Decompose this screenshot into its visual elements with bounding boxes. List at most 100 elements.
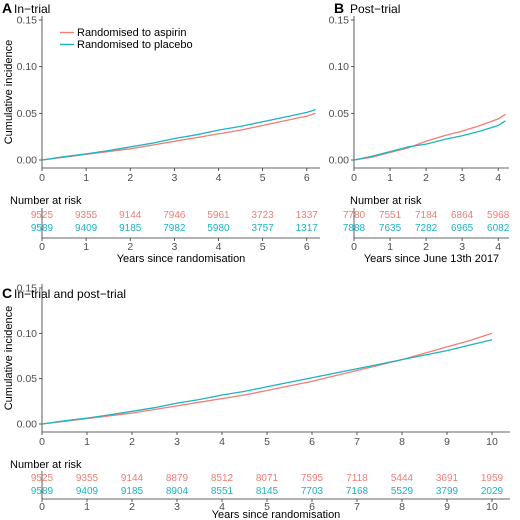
risk-x-tick-label: 2 [423, 241, 429, 253]
panel-a: A In−trial 0.00 0.05 0.10 0.15 0 1 2 3 4 5 6 Cumulati… [2, 0, 320, 265]
y-tick-label: 0.10 [17, 328, 38, 340]
risk-count-placebo: 1317 [296, 223, 319, 234]
risk-count-placebo: 7888 [343, 223, 366, 234]
x-axis-title: Years since randomisation [117, 253, 246, 265]
risk-count-aspirin: 7118 [346, 473, 368, 484]
panel-letter: A [2, 0, 12, 16]
series-line-aspirin [41, 332, 493, 425]
risk-x-tick-label: 6 [309, 501, 315, 513]
risk-x-tick-label: 0 [351, 241, 357, 253]
y-tick-label: 0.00 [17, 419, 38, 431]
risk-table-title: Number at risk [350, 195, 422, 207]
risk-count-placebo: 9589 [31, 223, 54, 234]
risk-x-tick-label: 5 [264, 501, 270, 513]
risk-x-tick-label: 4 [495, 241, 501, 253]
x-tick-label: 3 [171, 172, 177, 184]
risk-count-placebo: 7982 [163, 223, 186, 234]
risk-count-aspirin: 5444 [391, 473, 414, 484]
y-tick-label: 0.10 [17, 61, 38, 73]
x-tick-label: 1 [84, 436, 90, 448]
x-tick-label: 2 [129, 436, 135, 448]
series-line-placebo [41, 108, 316, 161]
x-tick-label: 4 [216, 172, 222, 184]
x-tick-label: 4 [219, 436, 225, 448]
risk-x-tick-label: 8 [399, 501, 405, 513]
risk-count-aspirin: 9355 [75, 210, 98, 221]
risk-count-aspirin: 9144 [121, 473, 144, 484]
risk-count-placebo: 2029 [481, 486, 504, 497]
y-axis-title: Cumulative incidence [3, 306, 15, 411]
risk-count-aspirin: 9525 [31, 473, 54, 484]
risk-count-placebo: 8145 [256, 486, 279, 497]
risk-count-placebo: 7635 [379, 223, 402, 234]
x-tick-label: 9 [444, 436, 450, 448]
panel-c: C In−trial and post−trial0.000.050.100.15… [2, 283, 510, 520]
risk-x-tick-label: 0 [39, 501, 45, 513]
series-line-aspirin [41, 112, 316, 161]
series-line-placebo [353, 120, 506, 161]
risk-count-aspirin: 9355 [76, 473, 99, 484]
panel-title: Post−trial [350, 2, 400, 16]
x-tick-label: 4 [495, 172, 501, 184]
series-line-aspirin [353, 113, 506, 161]
risk-count-placebo: 7282 [415, 223, 438, 234]
risk-count-aspirin: 8071 [256, 473, 279, 484]
risk-x-tick-label: 7 [354, 501, 360, 513]
x-axis-title: Years since June 13th 2017 [364, 253, 499, 265]
risk-count-aspirin: 7946 [163, 210, 186, 221]
x-axis-title: Years since randomisation [212, 509, 341, 520]
y-tick-label: 0.10 [329, 61, 350, 73]
risk-count-placebo: 6965 [451, 223, 474, 234]
panel-title: In−trial [14, 2, 50, 16]
legend-label-aspirin: Randomised to aspirin [77, 27, 186, 39]
x-tick-label: 8 [399, 436, 405, 448]
risk-x-tick-label: 3 [171, 241, 177, 253]
risk-count-placebo: 6082 [487, 223, 510, 234]
y-tick-label: 0.00 [17, 155, 38, 167]
risk-x-tick-label: 1 [83, 241, 89, 253]
risk-x-tick-label: 1 [387, 241, 393, 253]
risk-count-aspirin: 8512 [211, 473, 234, 484]
legend-label-placebo: Randomised to placebo [77, 39, 193, 51]
x-tick-label: 3 [459, 172, 465, 184]
risk-x-tick-label: 4 [216, 241, 222, 253]
risk-count-placebo: 8904 [166, 486, 189, 497]
risk-table: Number at risk 9525 9589 0 9355 9409 1 9144 9185… [10, 195, 320, 253]
risk-x-tick-label: 2 [127, 241, 133, 253]
risk-count-placebo: 9185 [121, 486, 144, 497]
x-tick-label: 5 [264, 436, 270, 448]
x-tick-label: 0 [351, 172, 357, 184]
risk-count-aspirin: 9144 [119, 210, 142, 221]
risk-count-placebo: 7168 [346, 486, 369, 497]
risk-table: Number at risk 9525 9589 0 9355 9409 1 9144 9185… [10, 459, 510, 513]
risk-x-tick-label: 3 [174, 501, 180, 513]
risk-count-placebo: 7703 [301, 486, 324, 497]
x-tick-label: 2 [423, 172, 429, 184]
x-tick-label: 0 [39, 172, 45, 184]
risk-count-aspirin: 7551 [379, 210, 402, 221]
x-tick-label: 3 [174, 436, 180, 448]
risk-count-placebo: 9409 [75, 223, 98, 234]
x-tick-label: 0 [39, 436, 45, 448]
panel-letter: C [2, 285, 12, 301]
y-tick-label: 0.05 [329, 108, 350, 120]
y-axis-title: Cumulative incidence [3, 40, 15, 145]
risk-x-tick-label: 5 [260, 241, 266, 253]
risk-x-tick-label: 3 [459, 241, 465, 253]
risk-count-aspirin: 7780 [343, 210, 366, 221]
risk-count-placebo: 3757 [252, 223, 275, 234]
x-tick-label: 10 [486, 436, 498, 448]
panel-letter: B [334, 0, 344, 16]
y-tick-label: 0.05 [17, 108, 38, 120]
risk-count-placebo: 5980 [207, 223, 230, 234]
risk-count-placebo: 8551 [211, 486, 234, 497]
y-tick-label: 0.05 [17, 373, 38, 385]
risk-count-aspirin: 7184 [415, 210, 438, 221]
risk-count-aspirin: 1959 [481, 473, 504, 484]
risk-count-placebo: 9589 [31, 486, 54, 497]
y-tick-label: 0.15 [329, 15, 350, 27]
x-tick-label: 7 [354, 436, 360, 448]
